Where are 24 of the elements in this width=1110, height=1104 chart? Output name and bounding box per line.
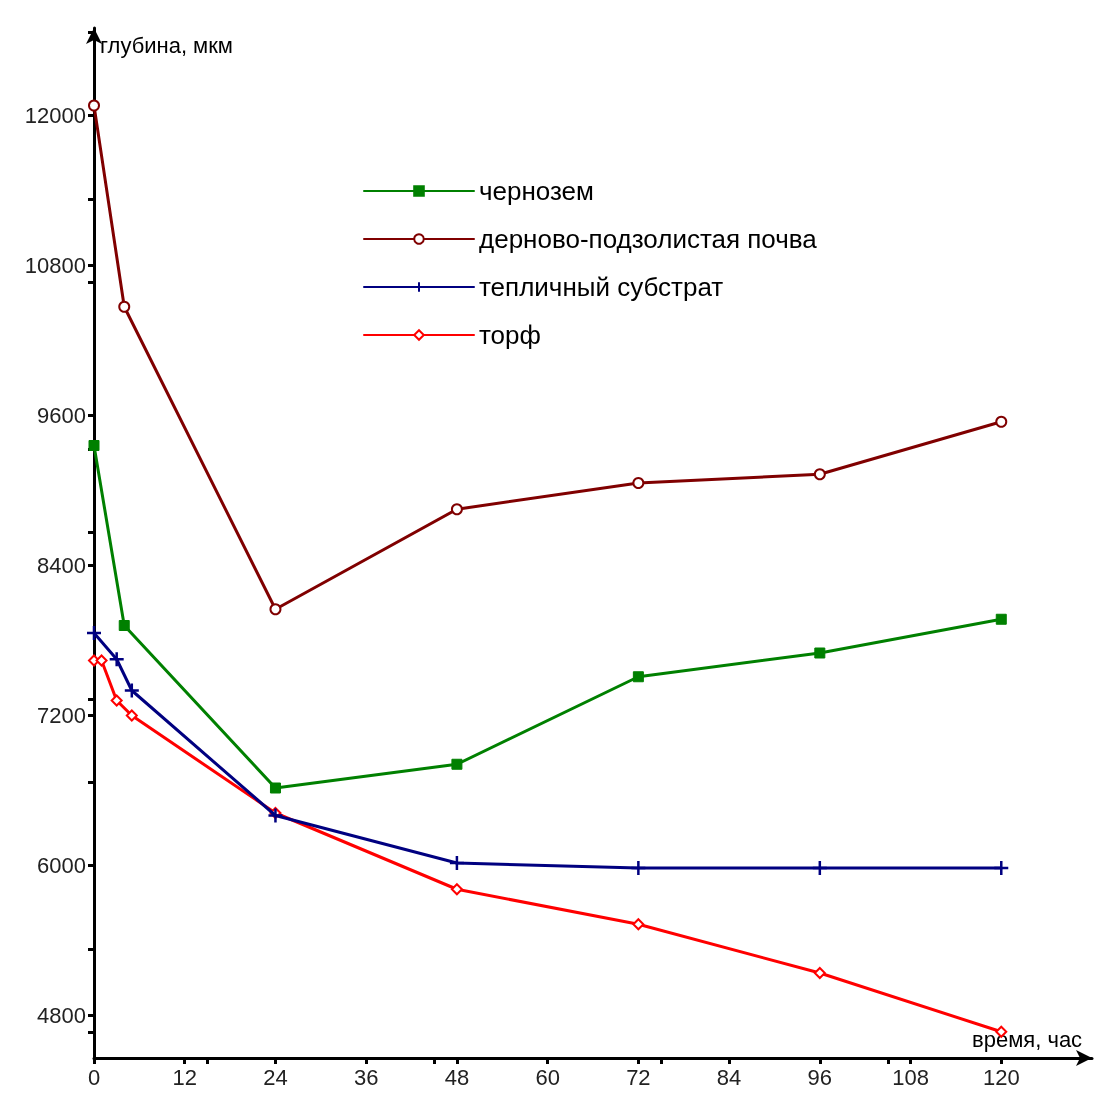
- legend-label: тепличный субстрат: [479, 272, 724, 302]
- x-tick-label: 36: [353, 1064, 379, 1090]
- y-tick-label: 9600: [37, 403, 86, 428]
- x-tick-label: 48: [444, 1064, 470, 1090]
- y-tick-label: 4800: [37, 1003, 86, 1028]
- y-tick-label: 6000: [37, 853, 86, 878]
- x-tick-label: 120: [982, 1064, 1020, 1090]
- x-tick-label: 0: [87, 1064, 101, 1090]
- legend-label: дерново-подзолистая почва: [479, 224, 818, 254]
- y-tick-label: 7200: [37, 703, 86, 728]
- legend-label: торф: [479, 320, 541, 350]
- x-tick-label: 72: [626, 1064, 651, 1090]
- y-tick-label: 8400: [37, 553, 86, 578]
- x-tick-label: 24: [263, 1064, 288, 1090]
- x-tick-label: 96: [807, 1064, 833, 1090]
- x-tick-label: 84: [716, 1064, 742, 1090]
- x-tick-label: 60: [535, 1064, 560, 1090]
- x-tick-label: 108: [892, 1064, 929, 1090]
- y-tick-label: 10800: [24, 253, 86, 278]
- legend-label: чернозем: [479, 176, 594, 206]
- x-axis-title: время, час: [972, 1026, 1083, 1052]
- y-tick-label: 12000: [24, 103, 86, 128]
- x-tick-label: 12: [172, 1064, 197, 1090]
- y-axis-title: глубина, мкм: [100, 32, 233, 58]
